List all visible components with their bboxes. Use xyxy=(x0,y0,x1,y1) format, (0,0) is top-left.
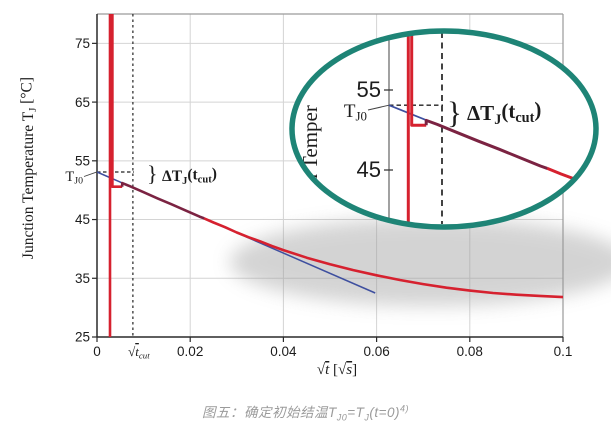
y-tick-label: 45 xyxy=(75,212,90,227)
inset-y-tick-label: 45 xyxy=(357,157,381,182)
x-tick-label: 0.04 xyxy=(270,344,297,359)
delta-tj-label: ΔTJ(tcut) xyxy=(162,165,217,187)
x-tick-label: 0.08 xyxy=(457,344,483,359)
cooling-curve xyxy=(203,217,563,299)
x-tick-label: 0.1 xyxy=(554,344,573,359)
y-tick-label: 55 xyxy=(75,154,90,169)
x-tick-label: 0.02 xyxy=(177,344,203,359)
inset-y-tick-label: 55 xyxy=(357,77,381,102)
magnifier-fill xyxy=(292,31,596,227)
caption-sub-j0: J0 xyxy=(336,412,348,423)
tj0-leader-line xyxy=(83,171,98,177)
sqrt-tcut-tick-label: √tcut xyxy=(128,344,150,360)
caption-sub-j: J xyxy=(364,412,370,423)
delta-brace: } xyxy=(147,161,158,186)
cooling-curve xyxy=(108,14,123,337)
y-axis-label: Junction Temperature TJ [°C] xyxy=(19,77,39,259)
x-tick-label: 0 xyxy=(93,344,101,359)
y-tick-label: 65 xyxy=(75,95,90,110)
caption-footnote-ref: 4) xyxy=(400,403,410,414)
caption-eq: =T xyxy=(347,405,365,420)
inset-delta-brace: } xyxy=(447,95,462,130)
x-axis-label: √t [√s] xyxy=(317,362,357,378)
inset-delta-tj-label: ΔTJ(tcut) xyxy=(467,97,541,127)
y-tick-label: 25 xyxy=(75,330,90,345)
cooling-curve-overlap xyxy=(424,118,548,170)
cooling-curve xyxy=(406,33,427,225)
cooling-curve-overlap xyxy=(120,181,205,220)
caption-text: 确定初始结温T xyxy=(243,405,337,420)
shadow-blob xyxy=(230,218,611,306)
y-tick-label: 35 xyxy=(75,271,90,286)
y-tick-label: 75 xyxy=(75,36,90,51)
tj0-label: TJ0 xyxy=(65,169,83,187)
x-tick-label: 0.06 xyxy=(363,344,389,359)
figure-caption: 图五：确定初始结温TJ0=TJ(t=0)4) xyxy=(0,401,611,423)
caption-paren: (t=0) xyxy=(369,405,401,420)
magnifier-ring xyxy=(289,28,599,230)
caption-fig-label: 图五： xyxy=(201,405,244,420)
inset-tj0-leader-line xyxy=(367,104,390,111)
curves-group xyxy=(97,14,563,337)
inset-tj0-label: TJ0 xyxy=(344,101,367,123)
